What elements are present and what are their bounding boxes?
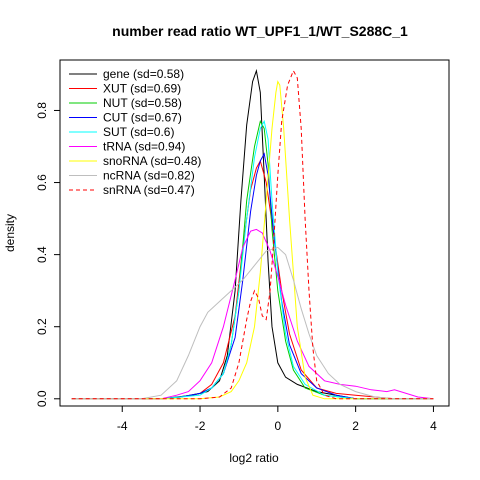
legend-label: ncRNA (sd=0.82) <box>103 169 195 183</box>
y-tick-label: 0.6 <box>35 174 49 191</box>
legend: gene (sd=0.58)XUT (sd=0.69)NUT (sd=0.58)… <box>69 67 201 197</box>
y-tick-label: 0.2 <box>35 318 49 335</box>
legend-label: tRNA (sd=0.94) <box>103 140 185 154</box>
series-curves <box>71 68 434 400</box>
x-axis-label: log2 ratio <box>229 451 279 465</box>
x-tick-label: 2 <box>352 419 359 433</box>
chart-title: number read ratio WT_UPF1_1/WT_S288C_1 <box>112 23 408 39</box>
legend-label: SUT (sd=0.6) <box>103 125 174 139</box>
series-line-3 <box>71 152 434 400</box>
series-line-5 <box>71 228 434 400</box>
x-tick-label: -2 <box>195 419 206 433</box>
legend-label: CUT (sd=0.67) <box>103 111 182 125</box>
series-line-1 <box>71 159 434 400</box>
y-tick-label: 0.8 <box>35 102 49 119</box>
y-axis-label: density <box>3 214 17 252</box>
y-axis: 0.0 0.2 0.4 0.6 0.8 <box>35 102 61 407</box>
series-line-8 <box>71 69 434 400</box>
series-line-6 <box>71 80 434 400</box>
x-tick-label: -4 <box>117 419 128 433</box>
legend-label: XUT (sd=0.69) <box>103 82 181 96</box>
legend-label: gene (sd=0.58) <box>103 67 184 81</box>
x-tick-label: 0 <box>274 419 281 433</box>
series-line-7 <box>71 246 434 400</box>
y-tick-label: 0.0 <box>35 390 49 407</box>
x-tick-label: 4 <box>430 419 437 433</box>
series-line-4 <box>71 119 434 400</box>
legend-label: snoRNA (sd=0.48) <box>103 154 201 168</box>
legend-label: snRNA (sd=0.47) <box>103 183 195 197</box>
legend-label: NUT (sd=0.58) <box>103 96 182 110</box>
x-axis: -4 -2 0 2 4 <box>117 405 437 433</box>
y-tick-label: 0.4 <box>35 246 49 263</box>
